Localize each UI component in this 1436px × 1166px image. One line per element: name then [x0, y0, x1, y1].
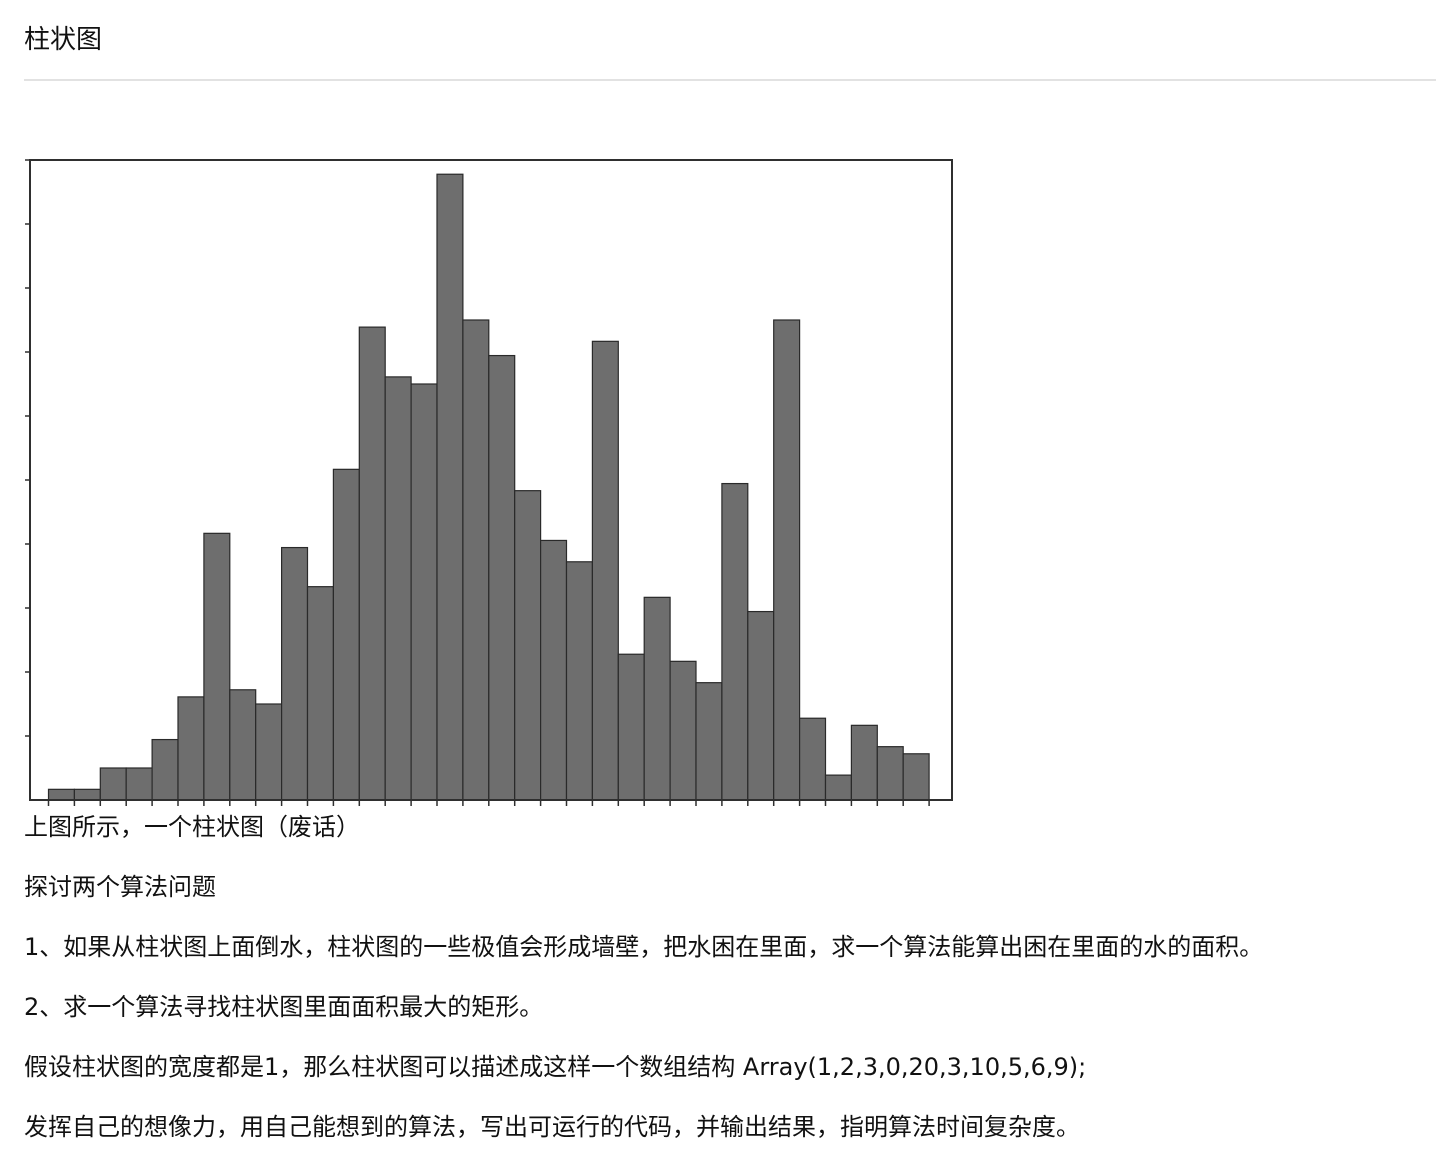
- histogram-bar: [591, 340, 619, 801]
- intro-paragraph: 探讨两个算法问题: [24, 873, 216, 901]
- task-paragraph: 发挥自己的想像力，用自己能想到的算法，写出可运行的代码，并输出结果，指明算法时间…: [24, 1113, 1080, 1141]
- histogram-bar: [850, 724, 878, 801]
- histogram-bar: [281, 546, 309, 801]
- histogram-bar: [384, 376, 412, 801]
- histogram-bar: [229, 689, 257, 801]
- histogram-bar: [410, 383, 438, 801]
- histogram-bar: [177, 696, 205, 801]
- histogram-bar: [358, 326, 386, 801]
- histogram-bar: [73, 788, 101, 801]
- histogram-bar: [824, 774, 852, 801]
- histogram-bar: [695, 682, 723, 801]
- histogram-bar: [617, 653, 645, 801]
- histogram-chart: [22, 156, 958, 808]
- histogram-bar: [255, 703, 283, 801]
- histogram-bar: [902, 753, 930, 801]
- histogram-bar: [151, 738, 179, 801]
- histogram-bar: [669, 660, 697, 801]
- histogram-bar: [125, 767, 153, 801]
- histogram-bar: [747, 610, 775, 801]
- histogram-bar: [47, 788, 75, 801]
- histogram-svg: [25, 159, 953, 806]
- histogram-bar: [773, 319, 801, 801]
- assumption-paragraph: 假设柱状图的宽度都是1，那么柱状图可以描述成这样一个数组结构 Array(1,2…: [24, 1053, 1087, 1081]
- histogram-bar: [539, 539, 568, 801]
- histogram-bar: [332, 468, 360, 801]
- histogram-bar: [514, 490, 542, 801]
- histogram-bar: [436, 173, 464, 801]
- title-divider: [24, 79, 1436, 81]
- question-1: 1、如果从柱状图上面倒水，柱状图的一些极值会形成墙壁，把水困在里面，求一个算法能…: [24, 933, 1264, 961]
- histogram-bar: [99, 767, 127, 801]
- chart-caption: 上图所示，一个柱状图（废话）: [24, 813, 360, 841]
- page-title: 柱状图: [24, 25, 103, 55]
- histogram-bar: [876, 746, 904, 801]
- histogram-bar: [488, 354, 516, 801]
- histogram-bar: [306, 586, 334, 801]
- histogram-bar: [565, 561, 593, 801]
- histogram-bar: [643, 596, 671, 801]
- histogram-bar: [462, 319, 490, 801]
- histogram-bar: [721, 482, 749, 801]
- histogram-bar: [203, 532, 231, 801]
- question-2: 2、求一个算法寻找柱状图里面面积最大的矩形。: [24, 993, 544, 1021]
- histogram-bar: [798, 717, 827, 801]
